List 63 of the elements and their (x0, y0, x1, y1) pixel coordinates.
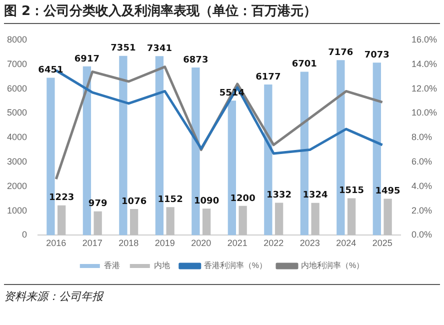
y-tick-label: 1000 (6, 205, 28, 216)
data-label: 1495 (375, 186, 400, 197)
y-tick-label: 7000 (6, 58, 28, 69)
data-label: 7351 (110, 44, 136, 54)
bar (311, 202, 320, 236)
data-label: 6451 (38, 66, 64, 76)
bar (384, 198, 392, 236)
data-label: 1515 (339, 186, 364, 196)
x-tick-label: 2023 (300, 238, 320, 248)
data-label: 7176 (328, 48, 354, 58)
y-tick-label: 0 (22, 230, 28, 240)
legend-label: 香港 (104, 261, 120, 270)
x-tick-label: 2025 (372, 238, 392, 248)
data-label: 6917 (74, 54, 100, 64)
data-label: 1223 (49, 193, 74, 204)
y2-tick-label: 14.0% (411, 58, 438, 69)
x-tick-label: 2024 (336, 238, 356, 248)
bar (166, 207, 174, 236)
y-tick-label: 3000 (6, 156, 28, 166)
y-tick-label: 6000 (6, 83, 28, 94)
y2-tick-label: 16.0% (411, 34, 438, 44)
data-label: 7341 (146, 44, 172, 54)
data-label: 1076 (122, 196, 147, 207)
data-label: 1090 (194, 196, 220, 206)
y-tick-label: 8000 (6, 34, 28, 44)
data-label: 1200 (230, 194, 256, 204)
y2-tick-label: 2.0% (411, 205, 432, 216)
text: 资料来源：公司年报 (4, 284, 440, 304)
legend-label: 香港利润率（%） (204, 261, 268, 270)
bar (238, 206, 247, 236)
bar (274, 202, 284, 236)
x-tick-label: 2018 (118, 238, 139, 248)
x-tick-label: 2016 (46, 238, 66, 248)
y-tick-label: 5000 (6, 108, 28, 118)
x-tick-label: 2020 (191, 238, 212, 248)
chart-title: 图 2：公司分类收入及利润率表现（单位：百万港元） (4, 2, 440, 24)
x-tick-label: 2019 (154, 238, 175, 248)
y-tick-label: 4000 (6, 132, 28, 142)
y2-tick-label: 8.0% (411, 132, 432, 142)
bar (347, 198, 356, 236)
data-label: 6177 (256, 72, 281, 82)
bar (94, 211, 102, 236)
legend-label: 内地 (154, 261, 170, 270)
data-label: 7073 (364, 50, 390, 60)
data-label: 1332 (266, 190, 292, 201)
bar (58, 205, 66, 236)
data-label: 979 (88, 199, 108, 210)
data-label: 1324 (302, 190, 328, 201)
bar (202, 208, 211, 236)
x-tick-label: 2022 (264, 238, 284, 248)
x-tick-label: 2021 (227, 238, 248, 248)
data-label: 1152 (158, 194, 183, 205)
bar (130, 208, 138, 236)
y2-tick-label: 12.0% (411, 83, 438, 94)
y2-tick-label: 10.0% (411, 108, 438, 118)
data-label: 6873 (183, 55, 208, 66)
data-label: 6701 (292, 60, 317, 70)
y-tick-label: 2000 (6, 180, 28, 191)
x-tick-label: 2017 (82, 238, 102, 248)
y2-tick-label: 0.0% (411, 230, 432, 240)
y2-tick-label: 6.0% (411, 156, 432, 166)
y2-tick-label: 4.0% (411, 180, 432, 191)
legend-label: 内地利润率（%） (301, 261, 364, 270)
